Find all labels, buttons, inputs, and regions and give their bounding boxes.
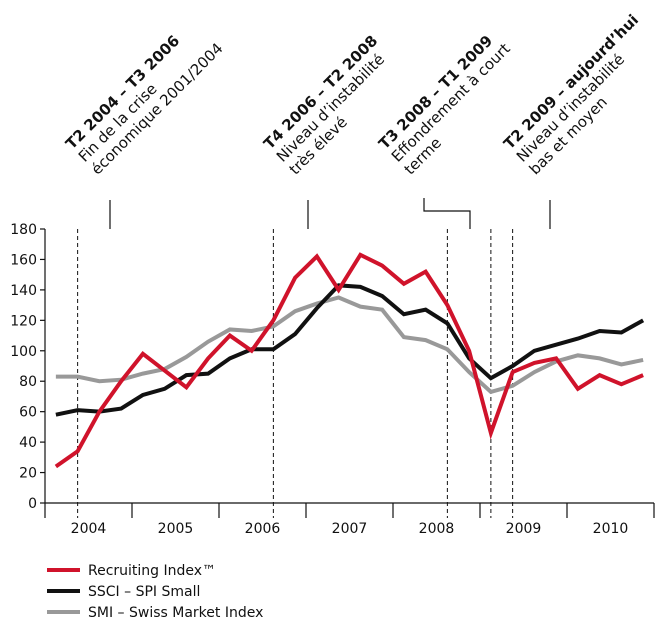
y-tick-label: 180 (10, 222, 37, 238)
x-tick-label: 2009 (506, 521, 542, 537)
legend-label: SSCI – SPI Small (88, 584, 200, 600)
x-tick-label: 2010 (593, 521, 629, 537)
x-tick-label: 2005 (158, 521, 194, 537)
y-tick-label: 80 (19, 374, 37, 390)
period-title: T3 2008 – T1 2009 (375, 32, 496, 153)
y-tick-label: 140 (10, 283, 37, 299)
y-tick-label: 120 (10, 313, 37, 329)
legend-label: Recruiting Index™ (88, 563, 216, 579)
series-line (55, 295, 644, 395)
series-line (55, 283, 645, 417)
series-line (54, 252, 644, 469)
period-text: Niveau d’instabilité (273, 50, 388, 165)
y-tick-label: 100 (10, 344, 37, 360)
y-tick-label: 40 (19, 435, 37, 451)
legend-label: SMI – Swiss Market Index (88, 605, 263, 621)
x-tick-label: 2008 (419, 521, 455, 537)
x-tick-label: 2007 (332, 521, 368, 537)
period-text: Niveau d’instabilité (513, 50, 628, 165)
y-tick-label: 0 (28, 496, 37, 512)
y-tick-label: 20 (19, 466, 37, 482)
y-tick-label: 160 (10, 252, 37, 268)
y-tick-label: 60 (19, 405, 37, 421)
period-text: Effondrement à court (388, 40, 514, 166)
leader-line (423, 198, 471, 229)
x-tick-label: 2004 (71, 521, 107, 537)
x-tick-label: 2006 (245, 521, 281, 537)
